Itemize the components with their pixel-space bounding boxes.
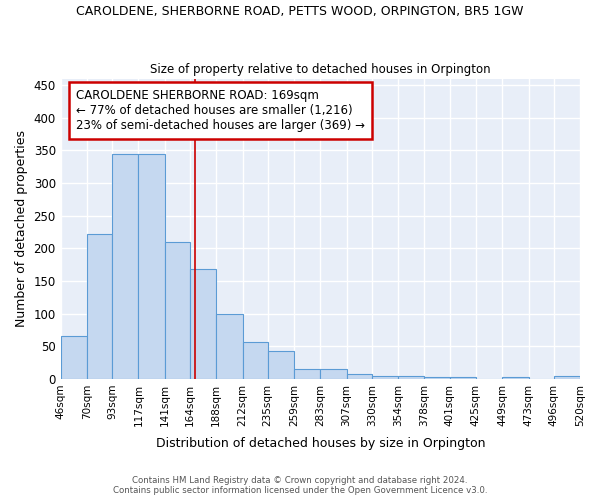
Bar: [502, 377, 529, 379]
Bar: [347, 374, 372, 379]
Bar: [216, 314, 242, 379]
X-axis label: Distribution of detached houses by size in Orpington: Distribution of detached houses by size …: [155, 437, 485, 450]
Text: Contains HM Land Registry data © Crown copyright and database right 2024.
Contai: Contains HM Land Registry data © Crown c…: [113, 476, 487, 495]
Text: CAROLDENE SHERBORNE ROAD: 169sqm
← 77% of detached houses are smaller (1,216)
23: CAROLDENE SHERBORNE ROAD: 169sqm ← 77% o…: [76, 89, 365, 132]
Bar: [554, 376, 580, 379]
Bar: [165, 242, 190, 379]
Bar: [61, 336, 87, 379]
Title: Size of property relative to detached houses in Orpington: Size of property relative to detached ho…: [150, 63, 491, 76]
Bar: [320, 369, 347, 379]
Bar: [87, 234, 112, 379]
Y-axis label: Number of detached properties: Number of detached properties: [15, 130, 28, 327]
Bar: [294, 369, 320, 379]
Bar: [242, 342, 268, 379]
Bar: [190, 269, 216, 379]
Bar: [112, 154, 139, 379]
Bar: [372, 376, 398, 379]
Bar: [139, 154, 165, 379]
Bar: [424, 377, 449, 379]
Text: CAROLDENE, SHERBORNE ROAD, PETTS WOOD, ORPINGTON, BR5 1GW: CAROLDENE, SHERBORNE ROAD, PETTS WOOD, O…: [76, 5, 524, 18]
Bar: [398, 376, 424, 379]
Bar: [449, 377, 476, 379]
Bar: [268, 352, 294, 379]
